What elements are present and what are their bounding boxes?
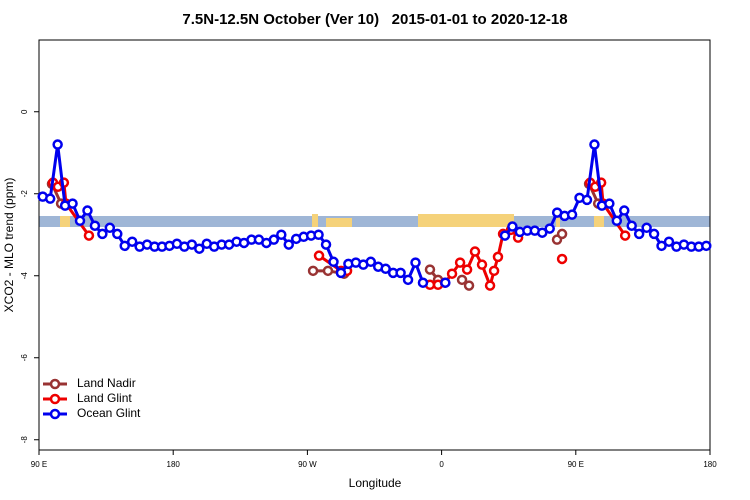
land-ocean-band [39,214,710,227]
legend-marker [49,378,61,390]
data-point [537,227,548,238]
series [37,139,712,288]
y-tick-label: -4 [20,272,29,280]
data-point [194,243,205,254]
x-tick-label: 90 E [31,460,47,469]
data-point [307,265,319,277]
land-patch [326,218,352,227]
y-tick-label: -6 [20,354,29,362]
data-point [604,198,615,209]
data-point [440,277,451,288]
data-point [619,205,630,216]
data-point [641,222,652,234]
data-point [313,250,325,261]
land-patch [312,214,318,227]
data-point [119,240,130,252]
x-tick-label: 90 E [568,460,584,469]
land-patch [418,214,514,227]
data-point [417,277,429,288]
data-point [484,280,496,291]
data-point [44,193,56,204]
chart-title: 7.5N-12.5N October (Ver 10) 2015-01-01 t… [182,11,567,28]
data-point [648,228,660,240]
data-point [619,230,631,241]
data-point [507,221,518,232]
data-point [126,236,138,247]
data-point [380,263,391,275]
data-point [446,268,458,279]
data-point [283,239,295,250]
x-tick-label: 180 [703,460,717,469]
data-point [268,234,280,245]
legend-label: Land Glint [77,391,132,405]
data-point [313,229,324,240]
data-point [328,256,339,268]
data-point [186,239,198,250]
data-point [544,223,555,234]
data-point [82,205,93,216]
data-point [320,239,332,250]
data-point [424,264,436,275]
data-point [556,228,568,240]
data-point [104,222,116,234]
data-point [322,265,334,277]
data-point [456,274,468,286]
data-point [276,229,287,240]
land-patch [556,216,560,227]
data-point [112,228,123,240]
ocean-band [39,216,710,227]
data-point [67,198,78,209]
data-point [488,265,500,277]
y-tick-label: -8 [20,436,29,444]
x-axis-label: Longitude [349,476,402,490]
x-tick-label: 0 [439,460,444,469]
land-patch [60,216,70,227]
data-point [492,251,504,263]
data-point [556,253,568,265]
data-point [74,215,86,227]
data-point [499,230,511,241]
data-point [402,274,414,286]
data-point [566,209,578,220]
data-point [611,215,623,227]
data-point [365,256,377,268]
legend-label: Ocean Glint [77,406,141,420]
data-point [454,257,466,268]
data-point [589,139,600,150]
data-point [663,236,675,247]
data-point [410,257,421,268]
data-point [656,240,667,252]
data-point [463,280,475,291]
data-point [89,220,101,231]
data-point [83,230,95,241]
legend-label: Land Nadir [77,376,136,390]
data-point [633,228,645,240]
data-point [626,220,637,231]
data-point [469,246,481,257]
y-tick-label: -2 [20,190,29,198]
data-point [476,259,488,270]
data-point [461,264,473,275]
x-tick-label: 90 W [298,460,317,469]
data-point [395,267,406,279]
data-point [701,240,712,252]
land-patch [594,216,604,227]
y-axis-label: XCO2 - MLO trend (ppm) [2,178,16,313]
legend-marker [49,393,61,405]
x-tick-label: 180 [167,460,181,469]
y-tick-label: 0 [20,109,29,114]
data-point [335,267,347,279]
data-point [52,139,63,150]
data-point [581,194,593,206]
data-point [97,228,108,240]
legend-marker [49,408,61,420]
